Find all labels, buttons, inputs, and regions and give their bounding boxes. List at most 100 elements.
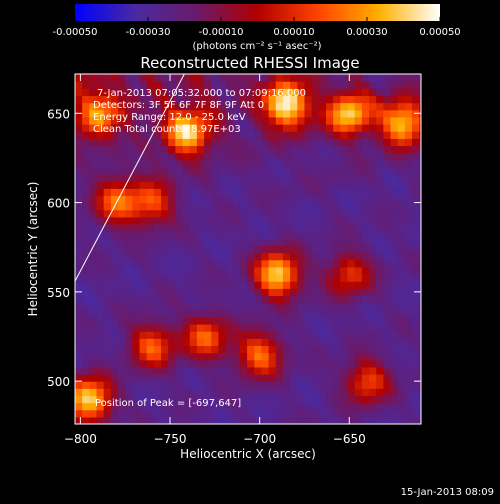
heatmap-cell <box>146 209 155 218</box>
heatmap-cell <box>153 274 162 282</box>
heatmap-cell <box>189 74 198 82</box>
heatmap-cell <box>103 116 112 125</box>
heatmap-cell <box>110 209 119 218</box>
heatmap-cell <box>404 316 413 325</box>
footer-timestamp: 15-Jan-2013 08:09 <box>401 487 494 498</box>
heatmap-cell <box>110 416 119 424</box>
heatmap-cell <box>146 116 155 125</box>
heatmap-cell <box>196 231 205 239</box>
heatmap-cell <box>369 88 377 97</box>
heatmap-cell <box>75 138 83 147</box>
heatmap-cell <box>369 116 377 125</box>
heatmap-cell <box>347 252 356 261</box>
heatmap-cell <box>275 238 284 247</box>
heatmap-cell <box>361 274 370 282</box>
heatmap-cell <box>383 309 392 318</box>
heatmap-cell <box>211 359 220 368</box>
heatmap-cell <box>311 381 320 389</box>
heatmap-cell <box>110 145 119 154</box>
heatmap-cell <box>325 159 334 168</box>
heatmap-cell <box>361 309 370 318</box>
heatmap-cell <box>189 195 198 204</box>
heatmap-cell <box>254 316 263 325</box>
heatmap-cell <box>254 366 263 375</box>
heatmap-cell <box>369 366 377 375</box>
heatmap-cell <box>139 102 148 111</box>
heatmap-cell <box>211 409 220 418</box>
heatmap-cell <box>325 288 334 297</box>
heatmap-cell <box>412 202 420 211</box>
heatmap-cell <box>419 266 421 275</box>
heatmap-cell <box>139 166 148 175</box>
heatmap-cell <box>196 359 205 368</box>
heatmap-cell <box>218 331 227 339</box>
heatmap-cell <box>75 95 83 104</box>
heatmap-cell <box>175 388 184 397</box>
heatmap-cell <box>161 324 169 332</box>
heatmap-cell <box>340 409 349 418</box>
heatmap-cell <box>419 324 421 332</box>
heatmap-cell <box>397 216 406 225</box>
heatmap-cell <box>218 259 227 268</box>
heatmap-cell <box>125 266 133 275</box>
heatmap-cell <box>139 359 148 368</box>
heatmap-cell <box>232 216 241 225</box>
heatmap-cell <box>333 95 341 104</box>
heatmap-cell <box>354 316 363 325</box>
heatmap-cell <box>182 238 191 247</box>
heatmap-cell <box>132 109 141 118</box>
heatmap-cell <box>182 181 191 189</box>
heatmap-cell <box>412 166 420 175</box>
heatmap-cell <box>419 195 421 204</box>
heatmap-cell <box>204 331 212 339</box>
heatmap-cell <box>325 188 334 197</box>
heatmap-cell <box>275 259 284 268</box>
heatmap-cell <box>211 295 220 304</box>
heatmap-cell <box>254 302 263 311</box>
heatmap-cell <box>139 159 148 168</box>
heatmap-cell <box>325 359 334 368</box>
heatmap-cell <box>397 416 406 424</box>
heatmap-cell <box>118 295 126 304</box>
heatmap-cell <box>383 374 392 382</box>
heatmap-cell <box>103 131 112 139</box>
heatmap-cell <box>290 138 298 147</box>
heatmap-cell <box>254 309 263 318</box>
heatmap-cell <box>189 288 198 297</box>
heatmap-cell <box>139 116 148 125</box>
heatmap-cell <box>204 195 212 204</box>
heatmap-cell <box>204 338 212 347</box>
heatmap-cell <box>196 409 205 418</box>
heatmap-cell <box>318 402 327 411</box>
heatmap-cell <box>232 252 241 261</box>
heatmap-cell <box>347 181 356 189</box>
heatmap-cell <box>232 366 241 375</box>
heatmap-cell <box>297 152 306 161</box>
heatmap-cell <box>168 195 176 204</box>
heatmap-cell <box>333 238 341 247</box>
heatmap-cell <box>268 102 277 111</box>
heatmap-cell <box>376 88 384 97</box>
heatmap-cell <box>397 381 406 389</box>
heatmap-cell <box>261 109 270 118</box>
heatmap-cell <box>412 374 420 382</box>
heatmap-cell <box>275 145 284 154</box>
heatmap-cell <box>268 259 277 268</box>
heatmap-cell <box>161 131 169 139</box>
heatmap-cell <box>297 366 306 375</box>
heatmap-cell <box>89 395 98 404</box>
heatmap-cell <box>103 281 112 289</box>
heatmap-cell <box>290 116 298 125</box>
heatmap-cell <box>189 366 198 375</box>
heatmap-cell <box>268 374 277 382</box>
heatmap-cell <box>369 174 377 182</box>
heatmap-cell <box>161 281 169 289</box>
heatmap-cell <box>340 216 349 225</box>
heatmap-cell <box>75 402 83 411</box>
heatmap-cell <box>182 224 191 232</box>
heatmap-cell <box>419 388 421 397</box>
heatmap-cell <box>369 345 377 354</box>
heatmap-cell <box>232 202 241 211</box>
heatmap-cell <box>204 302 212 311</box>
heatmap-cell <box>232 238 241 247</box>
